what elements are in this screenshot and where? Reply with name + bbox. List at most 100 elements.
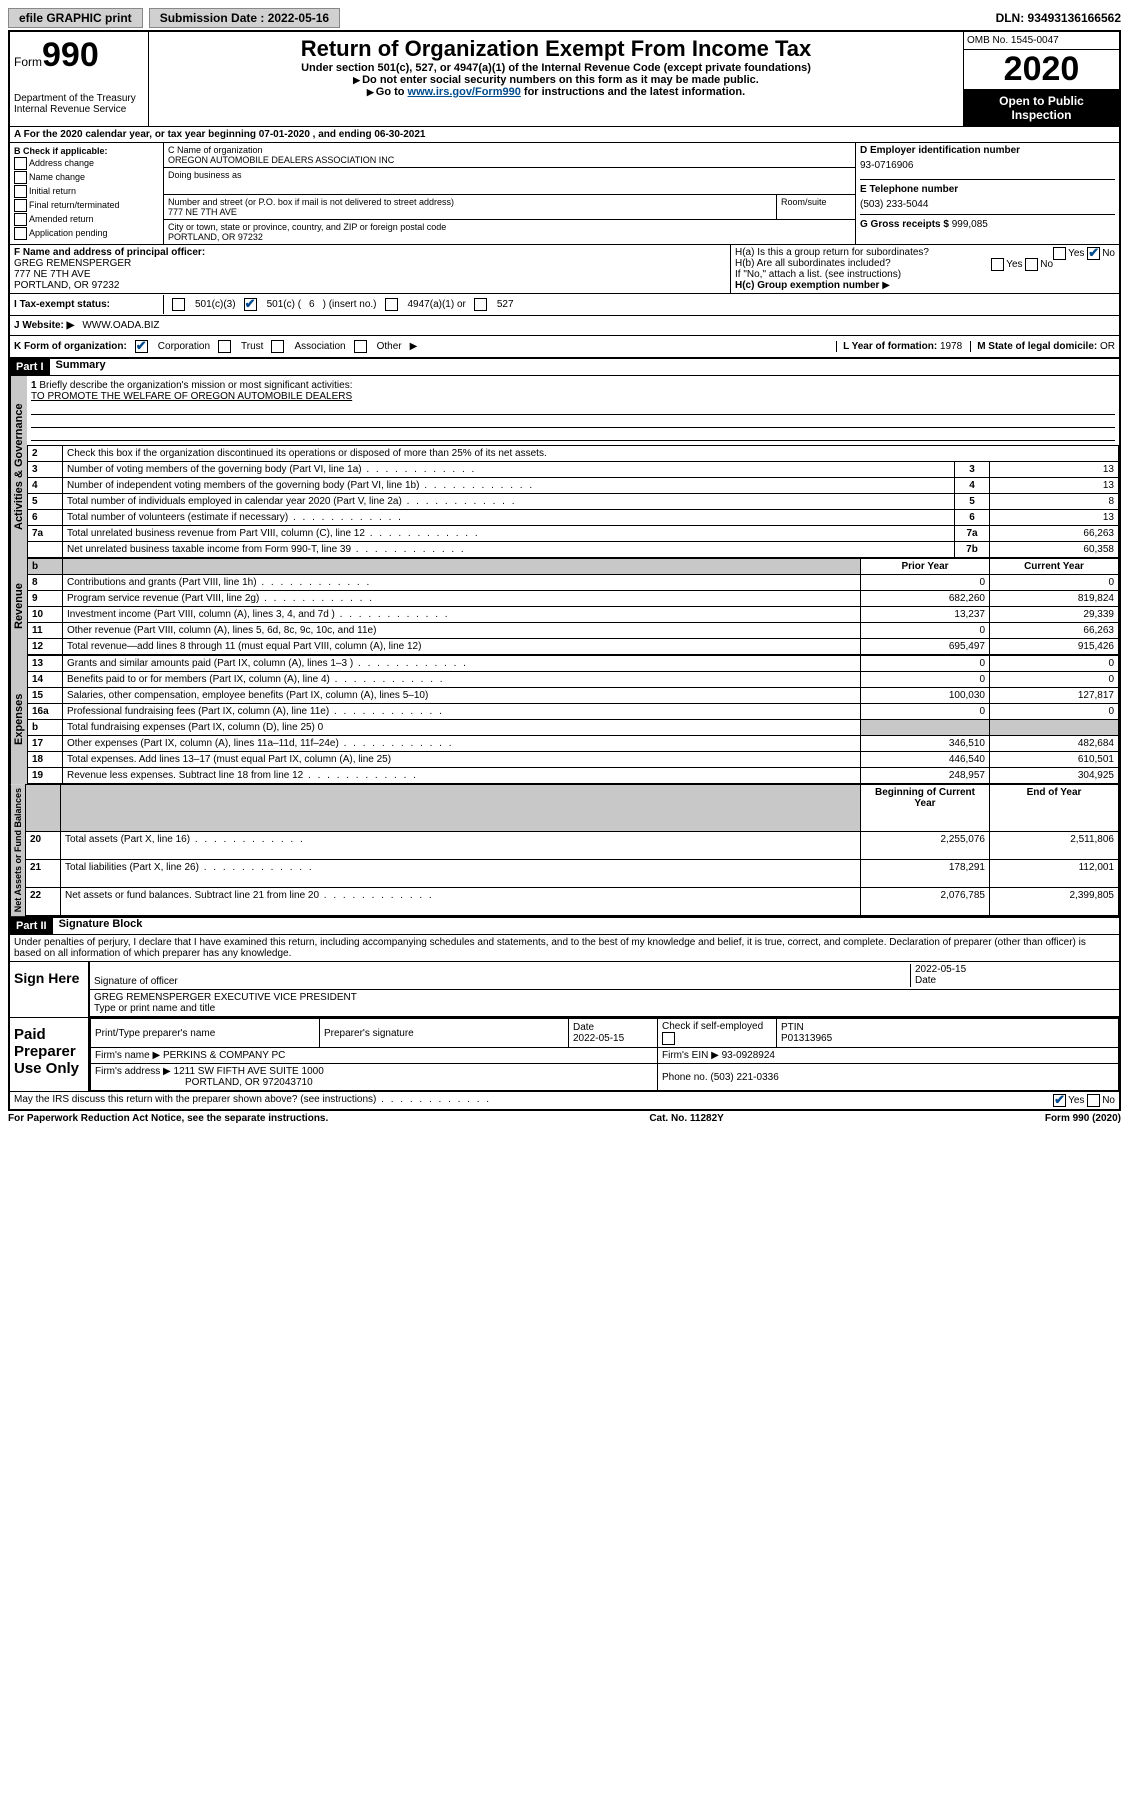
irs-discuss-row: May the IRS discuss this return with the… <box>10 1091 1119 1109</box>
form-word: Form <box>14 55 42 69</box>
initial-return-checkbox[interactable] <box>14 185 27 198</box>
self-employed-checkbox[interactable] <box>662 1032 675 1045</box>
other-checkbox[interactable] <box>354 340 367 353</box>
irs-link[interactable]: www.irs.gov/Form990 <box>408 86 521 98</box>
address-change-checkbox[interactable] <box>14 157 27 170</box>
expenses-section: Expenses 13Grants and similar amounts pa… <box>10 655 1119 784</box>
amended-return-checkbox[interactable] <box>14 213 27 226</box>
revenue-table: bPrior YearCurrent Year 8Contributions a… <box>27 558 1119 655</box>
hb-no-checkbox[interactable] <box>1025 258 1038 271</box>
form-container: Form990 Department of the Treasury Inter… <box>8 30 1121 1111</box>
corp-label: Corporation <box>158 341 210 352</box>
501c-checkbox[interactable] <box>244 298 257 311</box>
m-value: OR <box>1100 341 1115 352</box>
prep-date-label: Date <box>573 1022 594 1033</box>
association-checkbox[interactable] <box>271 340 284 353</box>
l-value: 1978 <box>940 341 962 352</box>
m-label: M State of legal domicile: <box>977 341 1100 352</box>
paid-preparer-block: Paid Preparer Use Only Print/Type prepar… <box>10 1017 1119 1091</box>
527-checkbox[interactable] <box>474 298 487 311</box>
cb-label: Name change <box>29 172 85 182</box>
subtitle-1: Under section 501(c), 527, or 4947(a)(1)… <box>153 62 959 74</box>
no-label: No <box>1102 248 1115 259</box>
527-label: 527 <box>497 299 514 310</box>
line1-value: TO PROMOTE THE WELFARE OF OREGON AUTOMOB… <box>31 391 352 402</box>
l14: Benefits paid to or for members (Part IX… <box>67 674 445 685</box>
line7a: Total unrelated business revenue from Pa… <box>67 528 480 539</box>
preparer-table: Print/Type preparer's name Preparer's si… <box>90 1018 1119 1091</box>
submission-date-button[interactable]: Submission Date : 2022-05-16 <box>149 8 340 28</box>
open-public-badge: Open to Public Inspection <box>964 90 1119 126</box>
cb-label: Application pending <box>29 228 108 238</box>
p13: 0 <box>861 656 990 672</box>
firm-ein: 93-0928924 <box>722 1050 775 1061</box>
prior-hdr: Prior Year <box>861 559 990 575</box>
dln-label: DLN: 93493136166562 <box>996 11 1121 25</box>
org-name-label: C Name of organization <box>168 145 851 155</box>
c12: 915,426 <box>990 639 1119 655</box>
website-row: J Website: ▶ WWW.OADA.BIZ <box>10 316 1119 336</box>
irs-question: May the IRS discuss this return with the… <box>14 1094 491 1107</box>
corporation-checkbox[interactable] <box>135 340 148 353</box>
application-pending-checkbox[interactable] <box>14 227 27 240</box>
officer-name: GREG REMENSPERGER <box>14 258 726 269</box>
c8: 0 <box>990 575 1119 591</box>
hb-yes-checkbox[interactable] <box>991 258 1004 271</box>
footer-right: Form 990 (2020) <box>1045 1113 1121 1124</box>
c22: 2,399,805 <box>990 888 1119 916</box>
part1-badge: Part I <box>10 359 50 375</box>
501c-label-a: 501(c) ( <box>267 299 301 310</box>
l17: Other expenses (Part IX, column (A), lin… <box>67 738 454 749</box>
yes-label: Yes <box>1068 248 1084 259</box>
p10: 13,237 <box>861 607 990 623</box>
hb-label: H(b) Are all subordinates included? <box>735 258 891 269</box>
gross-label: G Gross receipts $ <box>860 219 952 230</box>
4947-checkbox[interactable] <box>385 298 398 311</box>
officer-printed-name: GREG REMENSPERGER EXECUTIVE VICE PRESIDE… <box>94 992 1115 1003</box>
trust-checkbox[interactable] <box>218 340 231 353</box>
l8: Contributions and grants (Part VIII, lin… <box>67 577 371 588</box>
line1-block: 1 Briefly describe the organization's mi… <box>27 376 1119 445</box>
irs-no-checkbox[interactable] <box>1087 1094 1100 1107</box>
prep-name-label: Print/Type preparer's name <box>95 1028 215 1039</box>
l18: Total expenses. Add lines 13–17 (must eq… <box>67 754 391 765</box>
line1-label: Briefly describe the organization's miss… <box>39 380 352 391</box>
p14: 0 <box>861 672 990 688</box>
paid-preparer-label: Paid Preparer Use Only <box>10 1018 88 1091</box>
omb-number: OMB No. 1545-0047 <box>964 32 1119 50</box>
goto-text-2: for instructions and the latest informat… <box>521 86 745 98</box>
final-return-checkbox[interactable] <box>14 199 27 212</box>
yes-label: Yes <box>1068 1095 1084 1106</box>
ha-yes-checkbox[interactable] <box>1053 247 1066 260</box>
501c-number: 6 <box>309 299 315 310</box>
efile-button[interactable]: efile GRAPHIC print <box>8 8 143 28</box>
end-hdr: End of Year <box>990 785 1119 832</box>
sig-officer-label: Signature of officer <box>94 976 178 987</box>
c21: 112,001 <box>990 860 1119 888</box>
netassets-tab: Net Assets or Fund Balances <box>10 784 25 916</box>
street-address: 777 NE 7TH AVE <box>168 207 772 217</box>
c19: 304,925 <box>990 768 1119 784</box>
l22: Net assets or fund balances. Subtract li… <box>65 890 434 901</box>
l-label: L Year of formation: <box>843 341 940 352</box>
hb-note: If "No," attach a list. (see instruction… <box>735 269 1115 280</box>
501c3-checkbox[interactable] <box>172 298 185 311</box>
c9: 819,824 <box>990 591 1119 607</box>
p11: 0 <box>861 623 990 639</box>
box-c: C Name of organizationOREGON AUTOMOBILE … <box>164 143 856 244</box>
v7a: 66,263 <box>990 526 1119 542</box>
v5: 8 <box>990 494 1119 510</box>
expenses-table: 13Grants and similar amounts paid (Part … <box>27 655 1119 784</box>
p12: 695,497 <box>861 639 990 655</box>
sign-here-label: Sign Here <box>10 962 88 1017</box>
self-emp-label: Check if self-employed <box>662 1021 763 1032</box>
part1-title: Summary <box>50 359 106 375</box>
c16a: 0 <box>990 704 1119 720</box>
ha-no-checkbox[interactable] <box>1087 247 1100 260</box>
name-change-checkbox[interactable] <box>14 171 27 184</box>
v6: 13 <box>990 510 1119 526</box>
line3: Number of voting members of the governin… <box>67 464 476 475</box>
irs-yes-checkbox[interactable] <box>1053 1094 1066 1107</box>
governance-table: 2Check this box if the organization disc… <box>27 445 1119 558</box>
info-row: B Check if applicable: Address change Na… <box>10 143 1119 245</box>
